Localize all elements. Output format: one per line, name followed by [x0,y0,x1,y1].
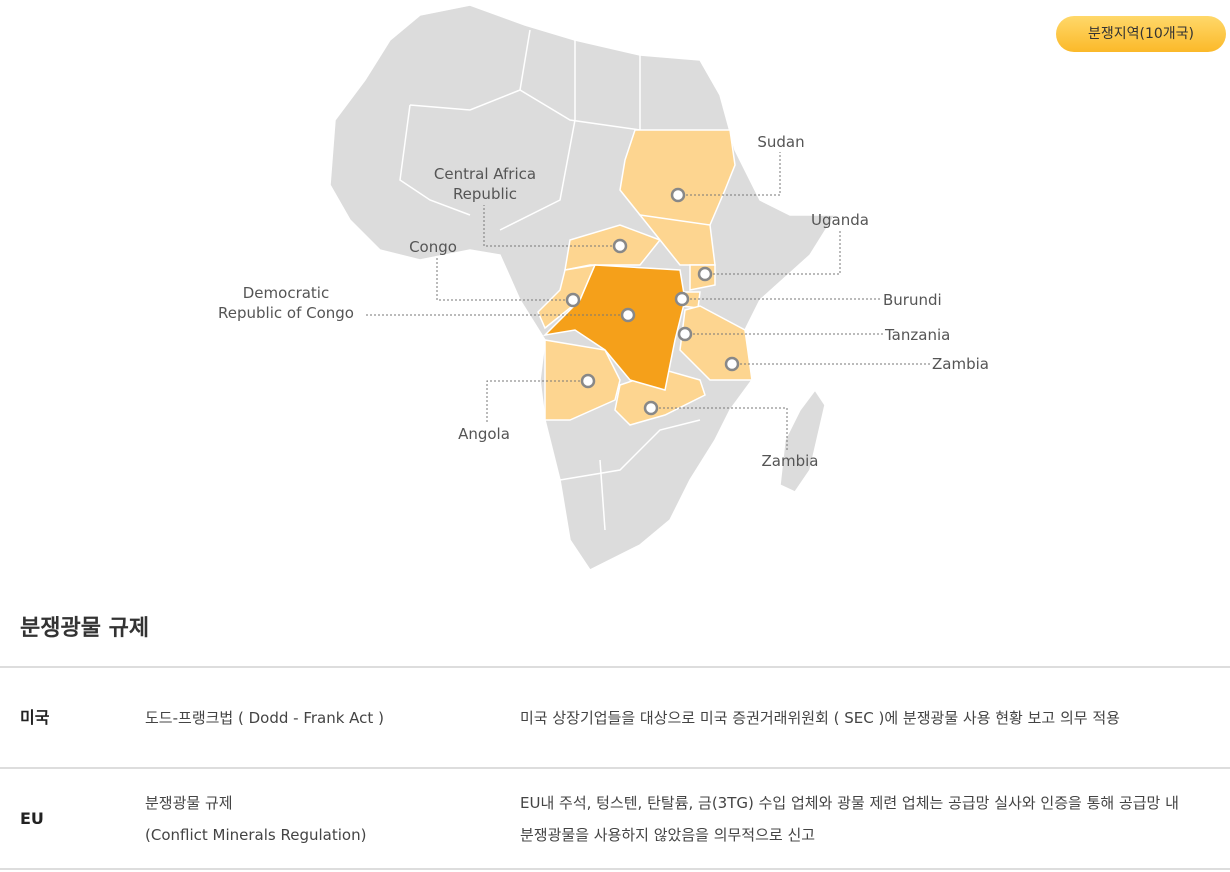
region-label: Congo [409,238,457,256]
section-title: 분쟁광물 규제 [20,616,150,641]
leader-line [659,407,788,450]
badge: 분쟁지역(10개국) [1056,16,1226,52]
region-label: Angola [458,425,510,443]
region-label: Democratic Republic of Congo [218,284,354,322]
table-cell: 미국 상장기업들을 대상으로 미국 증권거래위원회 ( SEC )에 분쟁광물 … [500,667,1230,768]
table-cell: 도드-프랭크법 ( Dodd - Frank Act ) [145,667,500,768]
marker [643,400,659,416]
marker [565,292,581,308]
leader-line [436,257,565,301]
region-label: Zambia [932,355,989,373]
cell-text: 미국 상장기업들을 대상으로 미국 증권거래위원회 ( SEC )에 분쟁광물 … [520,708,1120,727]
table-cell: 분쟁광물 규제 (Conflict Minerals Regulation) [145,768,500,869]
cell-text: 분쟁광물 규제 [145,793,233,812]
region-label: Tanzania [884,326,950,344]
marker [612,238,628,254]
table-cell: EU [0,768,145,869]
africa-map: Sudan Central Africa Republic Uganda Congo Bu… [218,4,989,571]
marker [724,356,740,372]
table-cell: EU내 주석, 텅스텐, 탄탈륨, 금(3TG) 수입 업체와 광물 제련 업체… [500,768,1230,869]
marker [674,291,690,307]
regulation-table: 미국 도드-프랭크법 ( Dodd - Frank Act ) 미국 상장기업들을 … [0,666,1230,870]
marker [620,307,636,323]
marker [697,266,713,282]
marker [670,187,686,203]
cell-text: 미국 [20,707,50,727]
region-label: Uganda [811,211,869,229]
marker [677,326,693,342]
leader-line [483,205,612,247]
table-row: EU 분쟁광물 규제 (Conflict Minerals Regulation) E… [0,768,1230,869]
table-cell: 미국 [0,667,145,768]
cell-text: 분쟁광물을 사용하지 않았음을 의무적으로 신고 [520,825,816,844]
cell-text: EU내 주석, 텅스텐, 탄탈륨, 금(3TG) 수입 업체와 광물 제련 업체… [520,793,1179,812]
region-label: Central Africa Republic [434,165,536,203]
conflict-regions [537,129,753,426]
region-label: Sudan [757,133,804,151]
region-label: Burundi [883,291,942,309]
cell-text: (Conflict Minerals Regulation) [145,825,367,844]
marker [580,373,596,389]
table-row: 미국 도드-프랭크법 ( Dodd - Frank Act ) 미국 상장기업들을 … [0,667,1230,768]
leader-line [486,380,580,424]
region-label: Zambia [762,452,819,470]
leader-line [713,230,841,275]
cell-text: EU [20,808,44,828]
leader-line [686,152,781,196]
cell-text: 도드-프랭크법 ( Dodd - Frank Act ) [145,708,384,727]
